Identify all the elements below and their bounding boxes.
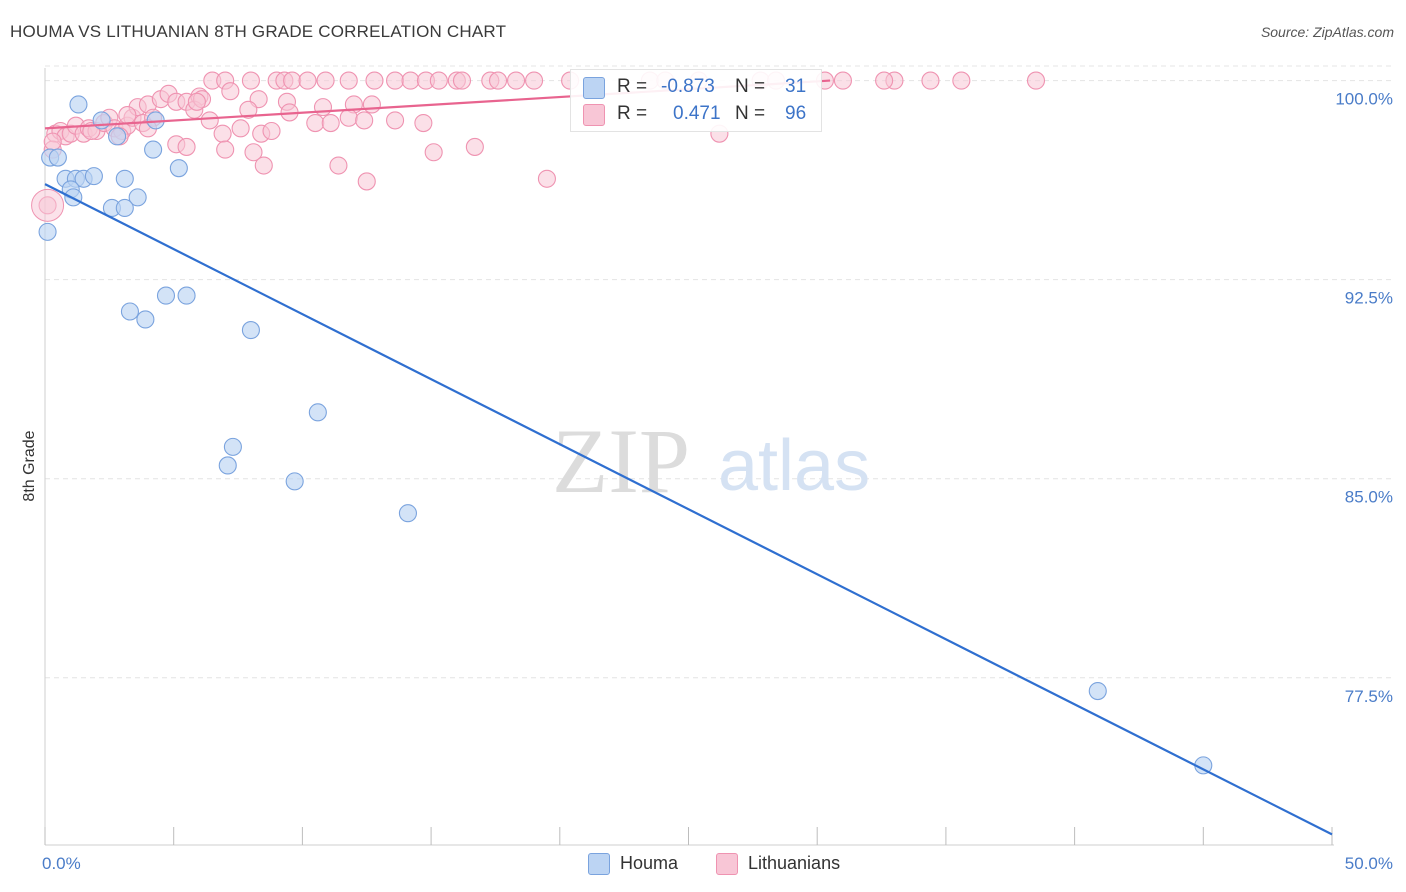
houma-point bbox=[84, 167, 103, 186]
lithuanians-point bbox=[875, 71, 894, 90]
houma-point bbox=[38, 222, 57, 241]
stats-legend: R = -0.873 N = 31 R = 0.471 N = 96 bbox=[570, 69, 822, 132]
lithuanians-point bbox=[283, 71, 302, 90]
lithuanians-point bbox=[833, 71, 852, 90]
houma-r-value: -0.873 bbox=[661, 76, 715, 97]
houma-trend-line bbox=[44, 183, 1333, 836]
y-tick-label: 85.0% bbox=[1345, 488, 1393, 507]
lith-r-label: R = bbox=[617, 103, 648, 124]
y-tick-label: 92.5% bbox=[1345, 289, 1393, 308]
lithuanians-point bbox=[357, 172, 376, 191]
lithuanians-points bbox=[31, 71, 1046, 222]
lithuanians-point bbox=[506, 71, 526, 90]
houma-point bbox=[223, 437, 242, 456]
lithuanians-point bbox=[231, 119, 250, 138]
lithuanians-point bbox=[221, 82, 240, 101]
lithuanians-point bbox=[401, 71, 420, 90]
x-tick-label: 0.0% bbox=[42, 854, 81, 873]
houma-point bbox=[177, 286, 196, 305]
lithuanians-point bbox=[452, 71, 472, 90]
lithuanians-point bbox=[239, 100, 258, 119]
lithuanians-point bbox=[262, 121, 281, 141]
houma-n-value: 31 bbox=[785, 76, 807, 97]
houma-point bbox=[108, 127, 127, 146]
lith-n-value: 96 bbox=[785, 103, 807, 124]
lithuanians-swatch bbox=[583, 104, 605, 126]
houma-swatch bbox=[583, 77, 605, 99]
houma-r-label: R = bbox=[617, 76, 648, 97]
houma-point bbox=[128, 188, 147, 207]
lithuanians-point bbox=[424, 143, 443, 162]
houma-point bbox=[156, 286, 176, 305]
lithuanians-point bbox=[241, 71, 260, 90]
houma-point bbox=[285, 472, 304, 491]
lithuanians-point bbox=[298, 71, 317, 90]
houma-point bbox=[241, 321, 260, 340]
lithuanians-point bbox=[339, 71, 358, 90]
lithuanians-point bbox=[1026, 71, 1046, 90]
lithuanians-point bbox=[488, 71, 508, 90]
houma-point bbox=[398, 504, 417, 523]
houma-point bbox=[115, 198, 134, 218]
y-axis-label: 8th Grade bbox=[21, 430, 38, 502]
lithuanians-point bbox=[329, 156, 348, 175]
legend-houma-label: Houma bbox=[620, 853, 679, 873]
watermark-zip: ZIP bbox=[552, 410, 690, 512]
houma-point bbox=[120, 302, 139, 321]
lithuanians-point bbox=[365, 71, 384, 90]
watermark: ZIP atlas bbox=[552, 410, 870, 512]
houma-point bbox=[136, 310, 155, 329]
lithuanians-point bbox=[118, 106, 137, 125]
watermark-atlas: atlas bbox=[718, 426, 870, 506]
lithuanians-point bbox=[313, 98, 333, 117]
houma-point bbox=[1088, 682, 1107, 701]
lithuanians-point bbox=[321, 113, 340, 133]
lithuanians-point bbox=[362, 95, 381, 114]
legend-lithuanians-swatch bbox=[716, 853, 738, 875]
lithuanians-point bbox=[952, 71, 971, 90]
lithuanians-point bbox=[244, 143, 263, 162]
houma-n-label: N = bbox=[735, 76, 766, 97]
lithuanians-point bbox=[414, 113, 433, 133]
y-tick-label: 77.5% bbox=[1345, 687, 1393, 706]
lithuanians-point bbox=[316, 71, 335, 90]
lithuanians-point bbox=[43, 132, 62, 151]
lithuanians-point bbox=[429, 71, 448, 90]
lithuanians-point bbox=[386, 111, 405, 130]
houma-point bbox=[218, 456, 237, 475]
lith-n-label: N = bbox=[735, 103, 766, 124]
chart-title: HOUMA VS LITHUANIAN 8TH GRADE CORRELATIO… bbox=[10, 22, 507, 41]
houma-point bbox=[308, 403, 327, 422]
lithuanians-point bbox=[216, 140, 235, 159]
houma-point bbox=[169, 159, 188, 178]
y-tick-label: 100.0% bbox=[1335, 90, 1393, 109]
tick-labels: 100.0% 92.5% 85.0% 77.5% 0.0% 50.0% bbox=[42, 90, 1393, 873]
lith-r-value: 0.471 bbox=[673, 103, 721, 124]
lithuanians-point bbox=[187, 92, 206, 111]
lithuanians-point-large bbox=[31, 188, 65, 222]
houma-point bbox=[144, 140, 163, 159]
houma-point bbox=[48, 148, 67, 167]
legend-lithuanians-label: Lithuanians bbox=[748, 853, 841, 873]
lithuanians-point bbox=[339, 108, 358, 127]
lithuanians-point bbox=[213, 124, 232, 143]
x-tick-label: 50.0% bbox=[1345, 854, 1393, 873]
lithuanians-point bbox=[386, 71, 405, 90]
lithuanians-point bbox=[525, 71, 544, 90]
lithuanians-point bbox=[200, 111, 219, 130]
lithuanians-point bbox=[306, 113, 325, 133]
legend-houma-swatch bbox=[588, 853, 610, 875]
houma-point bbox=[115, 169, 134, 188]
lithuanians-point bbox=[177, 137, 196, 156]
chart-source: Source: ZipAtlas.com bbox=[1260, 24, 1394, 40]
lithuanians-point bbox=[355, 111, 374, 130]
houma-points bbox=[38, 95, 1213, 775]
lithuanians-point bbox=[537, 169, 556, 188]
lithuanians-point bbox=[921, 71, 940, 90]
lithuanians-point bbox=[254, 156, 273, 175]
houma-point bbox=[69, 95, 88, 114]
lithuanians-point bbox=[465, 137, 484, 156]
